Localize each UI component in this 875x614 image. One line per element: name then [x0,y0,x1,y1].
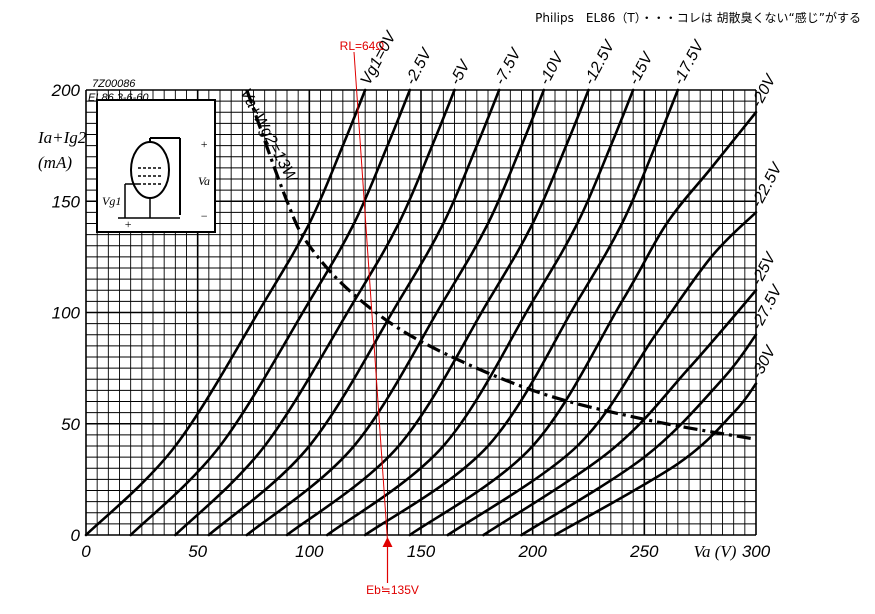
curve-label: -25V [749,249,781,288]
y-tick-label: 200 [51,81,81,100]
y-tick-label: 50 [61,415,80,434]
x-tick-label: 200 [517,542,547,561]
operating-point-arrow-head [382,537,393,547]
curve-label: -2.5V [402,45,436,88]
plate-curve [245,88,546,537]
curve-label: -27.5V [749,282,787,333]
y-tick-label: 0 [71,526,81,545]
plate-curve [408,110,758,537]
plate-curve [520,333,758,537]
y-tick-label: 100 [52,304,81,323]
x-tick-label: 0 [81,542,91,561]
curve-label: -17.5V [670,37,708,88]
plate-curve [446,211,758,537]
x-tick-label: 100 [295,542,324,561]
curves [84,51,758,583]
y-axis-label-line1: Ia+Ig2 [37,128,87,147]
operating-point-label: Eb≒135V [366,583,419,597]
plate-curve [84,88,367,537]
curve-label: -10V [536,49,568,88]
stamp-line1: 7Z00086 [92,78,136,90]
curve-label: Vg1=0V [358,28,401,88]
x-tick-label: 250 [629,542,659,561]
y-tick-label: 150 [52,192,81,211]
x-tick-label: 50 [188,542,207,561]
plate-curve [553,382,758,537]
plate-curve [174,88,456,537]
plate-curve [207,88,501,537]
load-line [353,51,388,542]
curve-label: -12.5V [581,37,619,88]
x-axis-label: Va (V) [693,542,736,561]
x-tick-label: 300 [742,542,771,561]
page-title: Philips EL86（T）・・・コレは 胡散臭くない“感じ”がする [535,11,861,25]
curve-label: -5V [447,57,474,88]
curve-label: -30V [749,343,781,382]
plate-curve [363,88,680,537]
inset-grid-plus-label: + [124,217,132,231]
plate-curve [482,288,758,537]
plate-curve [325,88,635,537]
inset-minus-label: − [200,209,208,223]
curve-label: -7.5V [492,45,526,88]
curve-label: -22.5V [749,159,787,210]
plate-curve [285,88,590,537]
load-line-label: RL=64Ω [340,39,385,53]
x-tick-label: 150 [407,542,436,561]
schematic-inset: + − Va Vg1 + [96,99,216,233]
curve-label: -15V [626,49,658,88]
dissipation-curve [245,89,757,441]
inset-vg1-label: Vg1 [102,194,121,208]
inset-plus-label: + [200,137,208,151]
inset-va-label: Va [198,174,210,188]
plate-curve [129,88,412,537]
y-axis-label-line2: (mA) [38,153,72,172]
